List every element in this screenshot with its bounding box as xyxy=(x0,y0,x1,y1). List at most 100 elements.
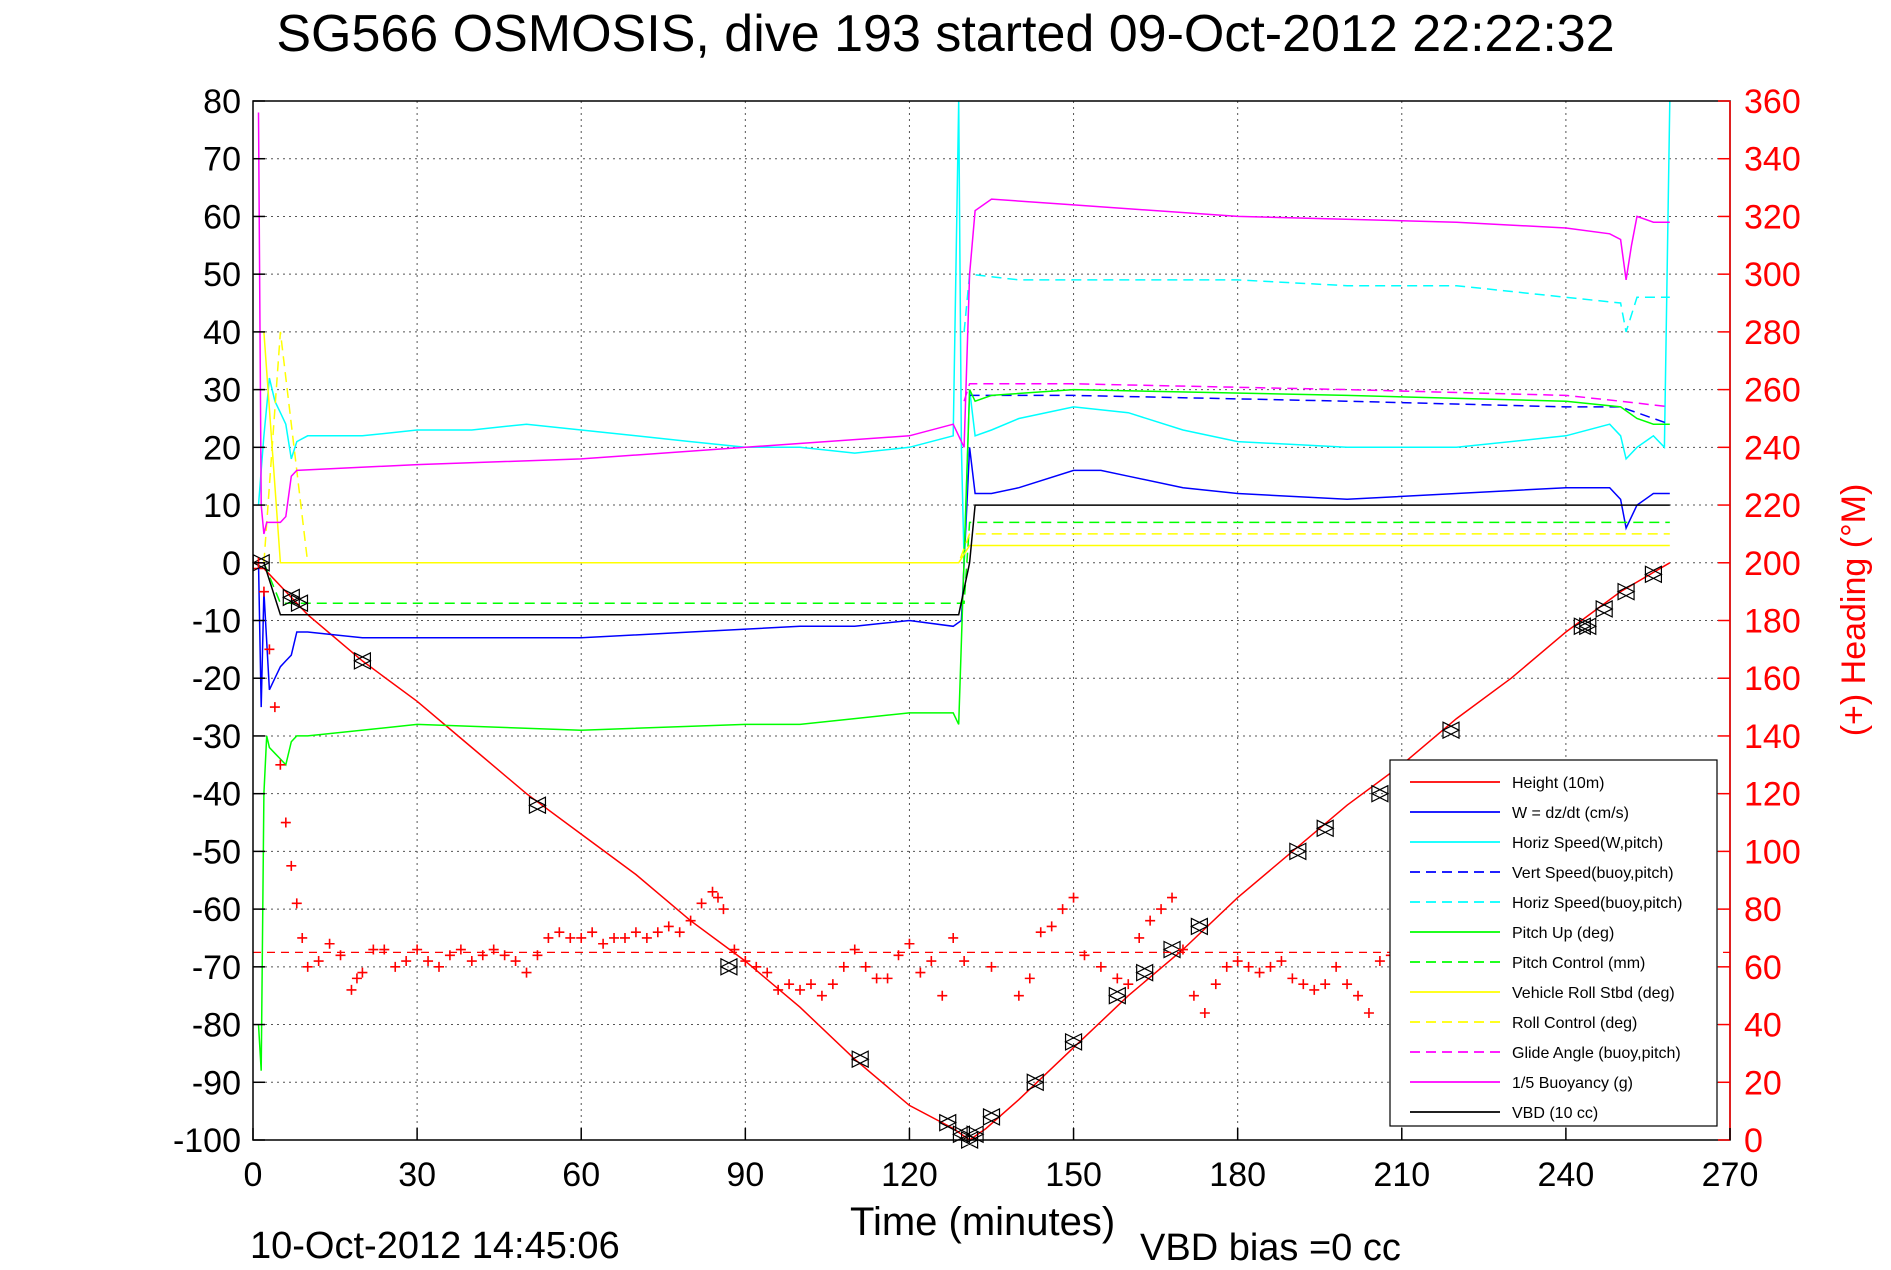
dive-marker xyxy=(1578,617,1598,636)
footer-date: 10-Oct-2012 14:45:06 xyxy=(250,1225,620,1267)
heading-point xyxy=(412,944,423,955)
y-tick-label: -40 xyxy=(192,776,241,814)
series-line-2 xyxy=(257,100,1671,563)
x-tick-label: 120 xyxy=(881,1156,938,1194)
dive-marker xyxy=(1190,917,1209,936)
heading-point xyxy=(423,956,434,967)
heading-point xyxy=(959,956,970,967)
heading-point xyxy=(893,950,904,961)
heading-point xyxy=(1156,904,1167,915)
heading-point xyxy=(630,927,641,938)
heading-point xyxy=(1046,921,1057,932)
heading-point xyxy=(1221,961,1232,972)
heading-point xyxy=(1199,1008,1210,1019)
heading-point xyxy=(1079,950,1090,961)
heading-point xyxy=(904,938,915,949)
heading-point xyxy=(286,860,297,871)
dive-marker xyxy=(1288,842,1308,861)
heading-point xyxy=(1145,915,1156,926)
legend-label: W = dz/dt (cm/s) xyxy=(1512,805,1629,822)
heading-point xyxy=(1057,904,1068,915)
legend-label: Vert Speed(buoy,pitch) xyxy=(1512,865,1674,882)
dive-marker xyxy=(1572,617,1592,636)
y2-tick-label: 20 xyxy=(1744,1064,1782,1102)
heading-point xyxy=(1024,973,1035,984)
heading-point xyxy=(346,984,357,995)
legend-label: Pitch Up (deg) xyxy=(1512,925,1614,942)
heading-point xyxy=(860,961,871,972)
heading-point xyxy=(510,956,521,967)
y2-tick-label: 200 xyxy=(1744,545,1801,583)
heading-point xyxy=(269,702,280,713)
heading-point xyxy=(1298,979,1309,990)
heading-point xyxy=(1210,979,1221,990)
y2-tick-label: 160 xyxy=(1744,660,1801,698)
y2-tick-label: 360 xyxy=(1744,83,1801,121)
x-tick-label: 180 xyxy=(1209,1156,1266,1194)
legend-label: Glide Angle (buoy,pitch) xyxy=(1512,1045,1681,1062)
y-tick-label: -90 xyxy=(192,1064,241,1102)
x-axis: 0 30 60 90 120 150 180 210 240 270 xyxy=(244,1128,1758,1194)
y-tick-label: 0 xyxy=(222,545,241,583)
heading-point xyxy=(948,932,959,943)
heading-point xyxy=(1177,944,1188,955)
legend-label: 1/5 Buoyancy (g) xyxy=(1512,1075,1633,1092)
y-tick-label: 10 xyxy=(203,487,241,525)
x-tick-label: 150 xyxy=(1045,1156,1102,1194)
heading-point xyxy=(554,927,565,938)
heading-point xyxy=(685,915,696,926)
dive-marker xyxy=(1025,1073,1045,1092)
dive-marker xyxy=(938,1113,958,1132)
y-tick-label: -30 xyxy=(192,718,241,756)
y-tick-label: 50 xyxy=(203,256,241,294)
legend-label: Horiz Speed(buoy,pitch) xyxy=(1512,895,1682,912)
y2-axis-label: (+) Heading (°M) xyxy=(1835,484,1873,737)
heading-point xyxy=(280,817,291,828)
x-tick-label: 30 xyxy=(398,1156,436,1194)
heading-point xyxy=(477,950,488,961)
series-line-11 xyxy=(263,504,1670,616)
x-tick-label: 0 xyxy=(244,1156,263,1194)
x-tick-label: 90 xyxy=(726,1156,764,1194)
dive-marker xyxy=(1315,819,1335,838)
heading-point xyxy=(751,961,762,972)
legend-box xyxy=(1389,759,1718,1127)
heading-point xyxy=(1342,979,1353,990)
series-line-9 xyxy=(963,383,1670,408)
heading-point xyxy=(335,950,346,961)
dive-marker xyxy=(1162,940,1182,959)
heading-point xyxy=(696,898,707,909)
heading-point xyxy=(707,886,718,897)
heading-point xyxy=(1035,927,1046,938)
heading-point xyxy=(652,927,663,938)
heading-point xyxy=(915,967,926,978)
heading-point xyxy=(499,950,510,961)
dive-marker xyxy=(982,1107,1001,1126)
heading-point xyxy=(291,898,302,909)
heading-point xyxy=(565,932,576,943)
y2-tick-label: 140 xyxy=(1744,718,1801,756)
dive-marker xyxy=(1370,784,1390,803)
y2-tick-label: 120 xyxy=(1744,776,1801,814)
heading-point xyxy=(838,961,849,972)
heading-point xyxy=(1095,961,1106,972)
heading-point xyxy=(1068,892,1079,903)
heading-point xyxy=(805,979,816,990)
heading-point xyxy=(1254,967,1265,978)
y2-tick-label: 220 xyxy=(1744,487,1801,525)
heading-point xyxy=(663,921,674,932)
heading-point xyxy=(1112,973,1123,984)
dive-marker-layer xyxy=(251,553,1663,1149)
dive-marker xyxy=(719,957,739,976)
heading-point xyxy=(795,984,806,995)
y-tick-label: -100 xyxy=(173,1122,241,1160)
dive-marker xyxy=(850,1050,870,1069)
heading-point xyxy=(882,973,893,984)
heading-point xyxy=(871,973,882,984)
series-line-10 xyxy=(257,112,1670,535)
heading-point xyxy=(849,944,860,955)
heading-point xyxy=(390,961,401,972)
series-line-5 xyxy=(257,388,1670,1071)
series-layer xyxy=(253,100,1671,1141)
